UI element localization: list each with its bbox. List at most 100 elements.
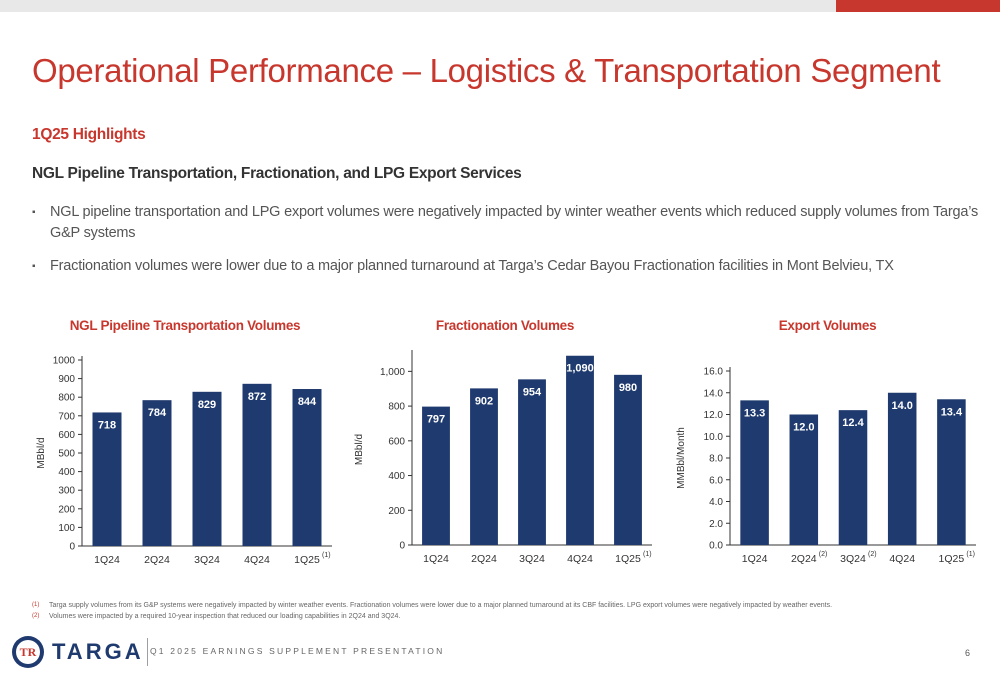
y-tick-label: 14.0 xyxy=(704,388,724,399)
bar xyxy=(887,392,917,545)
footnote-ref-superscript: (2) xyxy=(819,551,828,558)
bar xyxy=(566,355,594,545)
section-heading: NGL Pipeline Transportation, Fractionati… xyxy=(32,165,522,182)
bar xyxy=(470,388,498,545)
chart-plot: 0.0 2.0 4.0 6.0 8.0 10.0 12.0 14.0 16.0 MMBbl/Mon… xyxy=(676,367,976,565)
footnote-ref-superscript: (1) xyxy=(643,551,652,558)
category-label: 4Q24 xyxy=(244,554,270,566)
bar xyxy=(242,383,272,546)
bar xyxy=(614,374,642,545)
logo-wordmark: TARGA xyxy=(52,639,144,664)
bullet-item: ▪ Fractionation volumes were lower due t… xyxy=(32,256,982,277)
y-tick-label: 16.0 xyxy=(704,367,724,378)
highlight-bullets: ▪ NGL pipeline transportation and LPG ex… xyxy=(32,202,982,289)
y-axis-title: MBbl/d xyxy=(354,434,365,465)
bar xyxy=(518,379,546,545)
category-label: 2Q24 xyxy=(791,553,817,565)
footer-divider xyxy=(147,638,148,666)
category-label: 3Q24 xyxy=(194,554,220,566)
footnote-marker: (2) xyxy=(32,613,40,619)
bar xyxy=(192,391,222,546)
category-label: 3Q24 xyxy=(840,553,866,565)
footnote-ref-superscript: (2) xyxy=(868,551,877,558)
bar-value-label: 980 xyxy=(619,382,637,394)
y-tick-label: 4.0 xyxy=(709,497,723,508)
category-label: 2Q24 xyxy=(144,554,170,566)
y-tick-label: 700 xyxy=(58,411,75,422)
targa-logo: TR TARGA xyxy=(12,636,142,668)
category-label: 1Q24 xyxy=(94,554,120,566)
bar xyxy=(142,400,172,546)
footnote-text: Targa supply volumes from its G&P system… xyxy=(49,602,833,609)
highlights-heading: 1Q25 Highlights xyxy=(32,126,146,143)
bar xyxy=(937,399,966,545)
y-tick-label: 500 xyxy=(58,449,75,460)
logo-mark: TR xyxy=(19,645,37,659)
bullet-text: Fractionation volumes were lower due to … xyxy=(50,258,894,274)
bar-value-label: 872 xyxy=(248,391,266,403)
bar xyxy=(789,414,819,545)
y-tick-label: 400 xyxy=(58,467,75,478)
bar xyxy=(740,400,769,545)
bar-value-label: 12.0 xyxy=(793,422,814,434)
slide-title: Operational Performance – Logistics & Tr… xyxy=(32,52,941,89)
bar xyxy=(838,410,868,545)
y-tick-label: 600 xyxy=(58,430,75,441)
footnote: (1) Targa supply volumes from its G&P sy… xyxy=(32,600,982,611)
bar xyxy=(292,389,322,546)
bar-value-label: 797 xyxy=(427,414,445,426)
y-tick-label: 300 xyxy=(58,486,75,497)
category-label: 1Q24 xyxy=(423,553,449,565)
category-label: 4Q24 xyxy=(889,553,915,565)
category-label: 2Q24 xyxy=(471,553,497,565)
bar-value-label: 14.0 xyxy=(891,400,912,412)
footnote: (2) Volumes were impacted by a required … xyxy=(32,611,982,622)
logo-emblem-icon: TR xyxy=(12,636,44,668)
category-label: 4Q24 xyxy=(567,553,593,565)
category-label: 1Q25 xyxy=(939,553,965,565)
export-volumes-chart: Export Volumes 0.0 2.0 4.0 6.0 8.0 10.0 12.0 14… xyxy=(670,312,985,587)
bar-value-label: 1,090 xyxy=(566,363,594,375)
bar-value-label: 954 xyxy=(523,386,542,398)
y-tick-label: 400 xyxy=(388,471,405,482)
y-tick-label: 0.0 xyxy=(709,541,723,552)
chart-title: Export Volumes xyxy=(778,318,877,333)
footnote-text: Volumes were impacted by a required 10-y… xyxy=(49,613,401,620)
category-label: 1Q25 xyxy=(615,553,641,565)
ngl-pipeline-chart: NGL Pipeline Transportation Volumes 0 100… xyxy=(30,312,340,587)
category-label: 3Q24 xyxy=(519,553,545,565)
y-tick-label: 900 xyxy=(58,374,75,385)
footnote-marker: (1) xyxy=(32,602,40,608)
bullet-marker-icon: ▪ xyxy=(32,207,36,218)
bar-value-label: 12.4 xyxy=(842,417,864,429)
bar-value-label: 902 xyxy=(475,395,493,407)
y-tick-label: 1000 xyxy=(53,356,76,367)
chart-plot: 0 100 200 300 400 500 600 700 800 900 1000 MBbl/d 71… xyxy=(36,356,332,566)
footnote-ref-superscript: (1) xyxy=(322,552,331,559)
logo-emblem-inner xyxy=(16,640,40,664)
y-tick-label: 100 xyxy=(58,523,75,534)
chart-plot: 0 200 400 600 800 1,000 MBbl/d 797 1Q24 902 2Q24 95… xyxy=(354,350,652,565)
top-accent-bar xyxy=(836,0,1000,12)
chart-title: Fractionation Volumes xyxy=(435,318,575,333)
y-tick-label: 600 xyxy=(388,436,405,447)
y-tick-label: 0 xyxy=(69,542,75,553)
bullet-item: ▪ NGL pipeline transportation and LPG ex… xyxy=(32,202,982,244)
y-tick-label: 1,000 xyxy=(380,367,405,378)
bullet-marker-icon: ▪ xyxy=(32,261,36,272)
y-tick-label: 6.0 xyxy=(709,475,723,486)
presentation-name: Q1 2025 EARNINGS SUPPLEMENT PRESENTATION xyxy=(150,646,445,656)
y-tick-label: 0 xyxy=(399,541,405,552)
bar xyxy=(92,412,122,546)
top-bar xyxy=(0,0,1000,12)
bar-value-label: 844 xyxy=(298,396,317,408)
y-tick-label: 200 xyxy=(388,506,405,517)
bar-value-label: 13.3 xyxy=(744,407,765,419)
footnotes: (1) Targa supply volumes from its G&P sy… xyxy=(32,600,982,622)
y-tick-label: 2.0 xyxy=(709,519,723,530)
y-tick-label: 200 xyxy=(58,504,75,515)
y-tick-label: 8.0 xyxy=(709,454,723,465)
bar xyxy=(422,406,450,545)
y-tick-label: 12.0 xyxy=(704,410,724,421)
y-tick-label: 800 xyxy=(388,402,405,413)
